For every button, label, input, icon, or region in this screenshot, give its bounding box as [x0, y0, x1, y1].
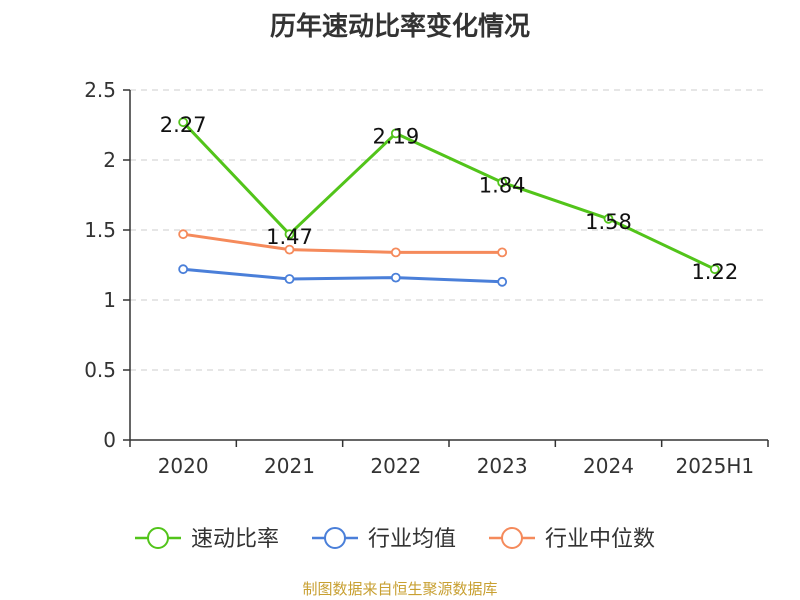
data-label: 1.58 — [585, 210, 632, 234]
chart-title: 历年速动比率变化情况 — [269, 12, 530, 42]
x-tick-label: 2025H1 — [675, 454, 754, 478]
grid-lines — [130, 89, 768, 371]
data-point[interactable] — [178, 264, 189, 275]
data-point[interactable] — [284, 274, 295, 284]
legend-marker-icon — [324, 527, 346, 549]
data-label: 1.84 — [479, 173, 526, 197]
x-tick-label: 2022 — [370, 454, 421, 478]
data-label: 2.19 — [372, 124, 419, 148]
legend-marker-icon — [501, 527, 523, 549]
source-note: 制图数据来自恒生聚源数据库 — [302, 580, 498, 598]
data-point[interactable] — [497, 276, 508, 287]
x-tick-label: 2023 — [477, 454, 528, 478]
data-label: 2.27 — [160, 113, 207, 137]
legend-item-0[interactable]: 速动比率 — [135, 527, 279, 552]
legend-item-1[interactable]: 行业均值 — [312, 527, 456, 552]
data-point[interactable] — [390, 272, 401, 283]
legend: 速动比率 行业均值 行业中位数 — [135, 527, 655, 552]
data-point[interactable] — [390, 247, 401, 258]
y-tick-label: 1.5 — [84, 218, 116, 242]
data-point[interactable] — [178, 229, 189, 240]
data-point[interactable] — [390, 128, 401, 139]
data-point[interactable] — [497, 177, 508, 188]
data-point[interactable] — [284, 244, 295, 255]
y-tick-label: 0 — [103, 428, 116, 452]
y-tick-label: 1 — [103, 288, 116, 312]
data-label: 1.47 — [266, 225, 313, 249]
data-label: 1.22 — [691, 260, 738, 284]
y-tick-label: 2.5 — [84, 78, 116, 102]
data-point[interactable] — [284, 229, 295, 240]
series-line-0 — [182, 121, 716, 271]
x-tick-label: 2020 — [158, 454, 209, 478]
series-line-2 — [182, 232, 503, 254]
data-point[interactable] — [497, 247, 508, 258]
legend-label: 速动比率 — [191, 527, 279, 552]
x-tick-label: 2021 — [264, 454, 315, 478]
legend-item-2[interactable]: 行业中位数 — [489, 527, 655, 552]
axes: 0 0.5 1 1.5 2 2.5 2020 2021 2022 2023 2024 2025H1 — [84, 78, 769, 478]
x-tick-label: 2024 — [583, 454, 634, 478]
series-layer — [178, 117, 720, 287]
data-point[interactable] — [178, 117, 189, 128]
y-tick-label: 2 — [103, 148, 116, 172]
legend-marker-icon — [147, 527, 169, 549]
series-line-1 — [183, 267, 503, 284]
data-labels: 2.27 1.47 2.19 1.84 1.58 1.22 — [160, 113, 738, 284]
legend-label: 行业中位数 — [545, 527, 655, 552]
data-point[interactable] — [709, 264, 720, 275]
data-point[interactable] — [603, 213, 614, 224]
y-tick-label: 0.5 — [84, 358, 116, 382]
legend-label: 行业均值 — [368, 527, 456, 552]
